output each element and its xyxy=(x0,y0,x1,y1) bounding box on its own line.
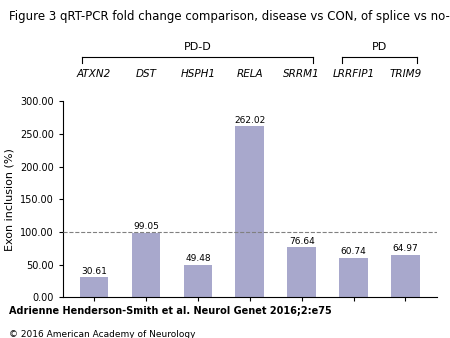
Text: PD: PD xyxy=(372,42,387,52)
Text: © 2016 American Academy of Neurology: © 2016 American Academy of Neurology xyxy=(9,330,195,338)
Text: DST: DST xyxy=(135,69,157,79)
Bar xyxy=(132,233,160,297)
Text: 30.61: 30.61 xyxy=(81,267,107,276)
Text: TRIM9: TRIM9 xyxy=(389,69,422,79)
Text: 99.05: 99.05 xyxy=(133,222,159,231)
Y-axis label: Exon inclusion (%): Exon inclusion (%) xyxy=(4,148,14,251)
Text: 49.48: 49.48 xyxy=(185,255,211,264)
Text: 64.97: 64.97 xyxy=(392,244,418,254)
Text: LRRFIP1: LRRFIP1 xyxy=(333,69,374,79)
Text: RELA: RELA xyxy=(236,69,263,79)
Text: Figure 3 qRT-PCR fold change comparison, disease vs CON, of splice vs no-splice : Figure 3 qRT-PCR fold change comparison,… xyxy=(9,10,450,23)
Bar xyxy=(184,265,212,297)
Bar xyxy=(339,258,368,297)
Text: PD-D: PD-D xyxy=(184,42,212,52)
Bar xyxy=(235,126,264,297)
Text: 60.74: 60.74 xyxy=(341,247,366,256)
Text: 76.64: 76.64 xyxy=(289,237,315,246)
Bar xyxy=(80,277,108,297)
Text: ATXN2: ATXN2 xyxy=(77,69,111,79)
Text: HSPH1: HSPH1 xyxy=(180,69,216,79)
Text: Adrienne Henderson-Smith et al. Neurol Genet 2016;2:e75: Adrienne Henderson-Smith et al. Neurol G… xyxy=(9,306,332,316)
Text: 262.02: 262.02 xyxy=(234,116,266,125)
Bar xyxy=(391,255,420,297)
Bar xyxy=(288,247,316,297)
Text: SRRM1: SRRM1 xyxy=(283,69,320,79)
